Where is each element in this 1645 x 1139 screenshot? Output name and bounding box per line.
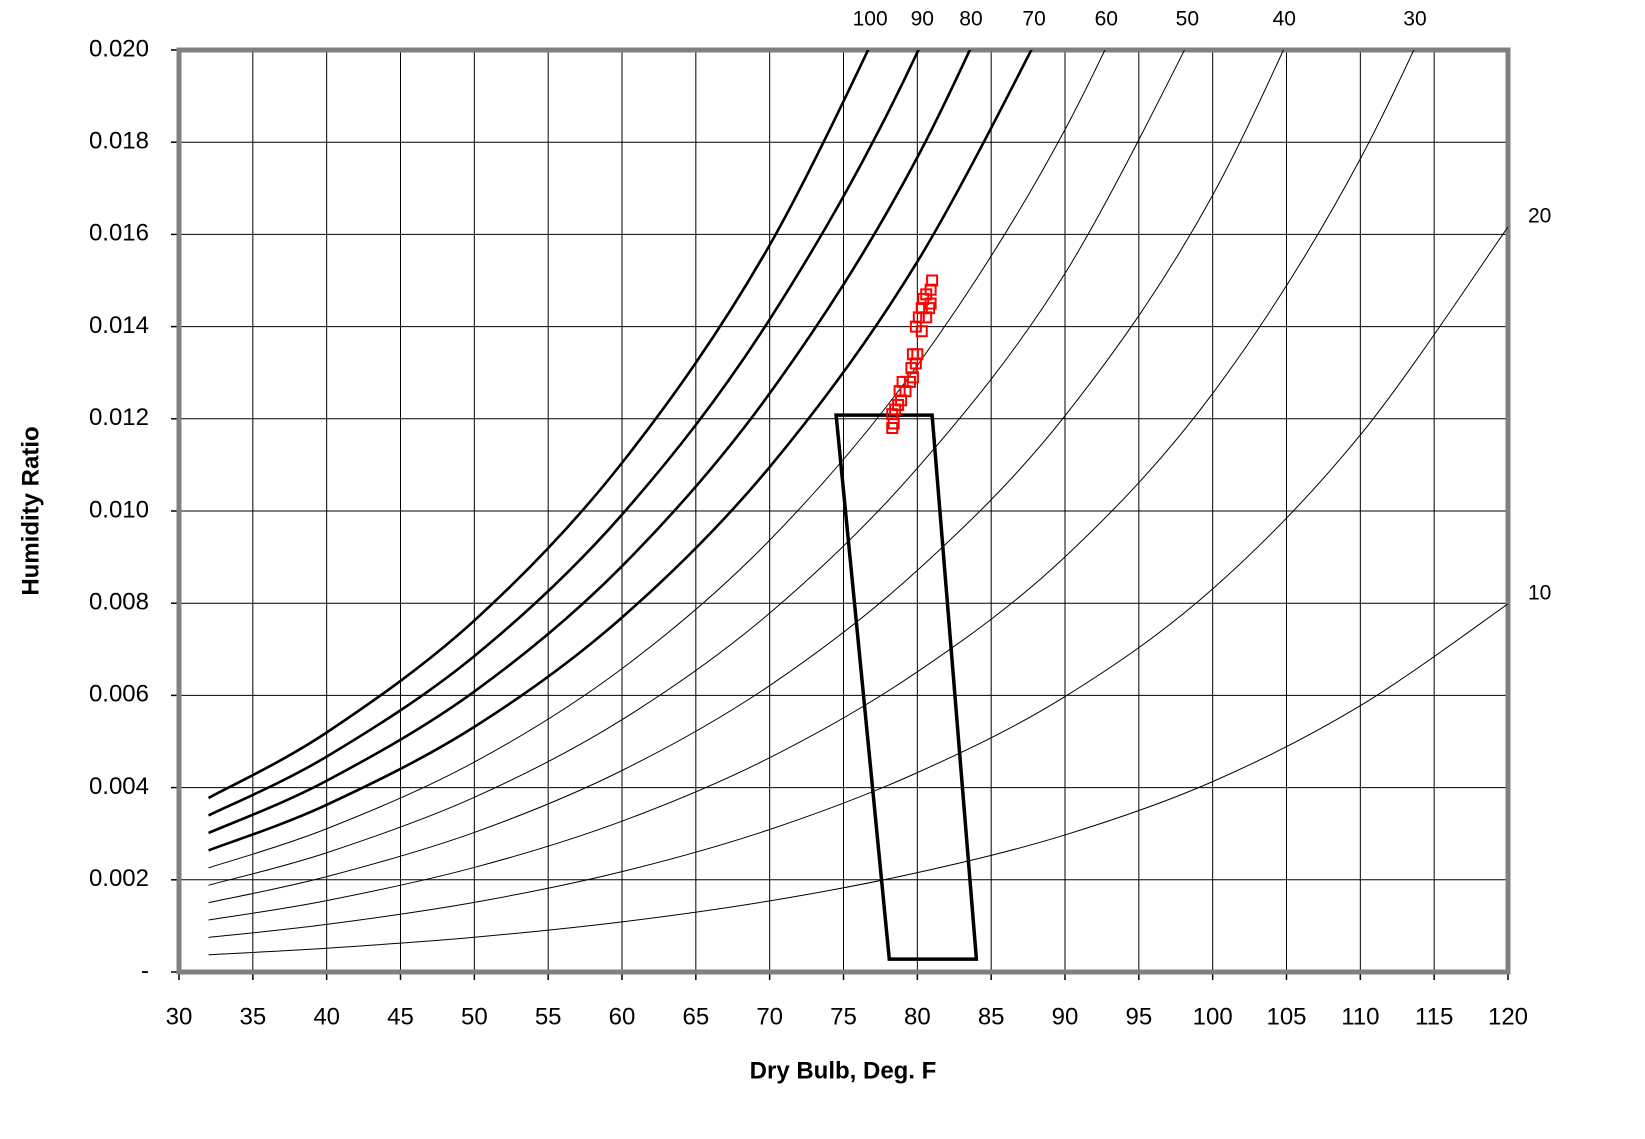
curve-label: 80 [959, 8, 982, 31]
curve-label: 90 [911, 8, 934, 31]
rh-curve [208, 50, 972, 835]
curve-label: 100 [853, 8, 888, 31]
x-tick-label: 120 [1488, 1003, 1528, 1030]
x-tick-label: 105 [1266, 1003, 1306, 1030]
x-tick-label: 110 [1341, 1003, 1379, 1030]
rh-curve [208, 50, 1186, 886]
rh-curve [208, 603, 1508, 956]
x-tick-label: 115 [1415, 1003, 1453, 1030]
y-tick-label: 0.016 [89, 220, 149, 247]
x-tick-label: 90 [1052, 1003, 1079, 1030]
curve-label: 60 [1095, 8, 1118, 31]
x-tick-label: 100 [1193, 1003, 1233, 1030]
rh-curve [208, 50, 1284, 904]
y-tick-label: 0.008 [89, 589, 149, 616]
y-tick-label: 0.010 [89, 496, 149, 523]
data-point [926, 274, 939, 287]
data-point [911, 348, 924, 361]
x-tick-label: 30 [166, 1003, 193, 1030]
x-tick-label: 85 [978, 1003, 1005, 1030]
y-tick-label: 0.020 [89, 35, 149, 62]
y-tick-label: - [141, 957, 149, 984]
curve-label: 70 [1022, 8, 1045, 31]
x-tick-label: 75 [830, 1003, 857, 1030]
x-tick-label: 80 [904, 1003, 931, 1030]
y-tick-label: 0.006 [89, 681, 149, 708]
y-tick-label: 0.018 [89, 128, 149, 155]
curve-label: 10 [1528, 581, 1551, 604]
y-tick-label: 0.014 [89, 312, 149, 339]
rh-curve [208, 50, 1106, 869]
x-tick-label: 40 [313, 1003, 340, 1030]
rh-curve [207, 50, 870, 800]
x-tick-label: 35 [239, 1003, 266, 1030]
x-tick-label: 60 [609, 1003, 636, 1030]
rh-curve [207, 50, 920, 817]
plot-frame [176, 47, 1511, 975]
x-axis-label: Dry Bulb, Deg. F [750, 1057, 937, 1084]
rh-curve [208, 50, 1415, 921]
y-tick-label: 0.002 [89, 865, 149, 892]
curve-label: 50 [1176, 8, 1199, 31]
x-tick-label: 50 [461, 1003, 488, 1030]
x-tick-label: 45 [387, 1003, 414, 1030]
rh-curve [208, 226, 1508, 938]
curve-label: 20 [1528, 205, 1551, 228]
x-tick-label: 65 [682, 1003, 709, 1030]
plot-area [207, 50, 1508, 961]
comfort-zone [834, 413, 979, 961]
curve-label: 30 [1403, 8, 1426, 31]
x-tick-label: 70 [756, 1003, 783, 1030]
curve-label: 40 [1273, 8, 1296, 31]
y-tick-label: 0.012 [89, 404, 149, 431]
rh-curve [208, 50, 1033, 852]
y-axis-label: Humidity Ratio [17, 426, 44, 595]
x-tick-label: 95 [1125, 1003, 1152, 1030]
y-tick-label: 0.004 [89, 773, 149, 800]
x-tick-label: 55 [535, 1003, 562, 1030]
